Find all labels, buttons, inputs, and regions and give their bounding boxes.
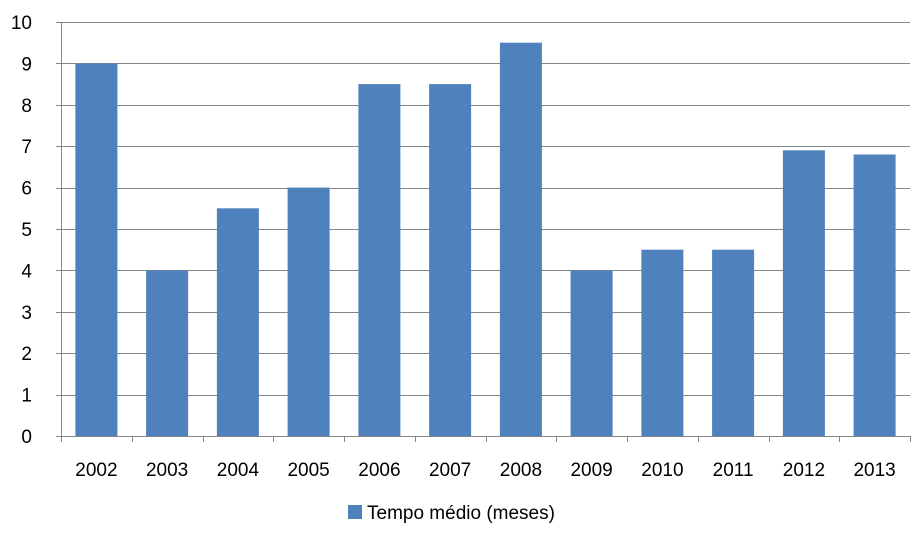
x-tick-label: 2010 xyxy=(641,460,683,481)
bar xyxy=(641,249,684,436)
x-tick-label: 2005 xyxy=(287,460,329,481)
y-tick-label: 6 xyxy=(21,179,32,200)
y-tick-label: 9 xyxy=(21,54,32,75)
legend-swatch xyxy=(348,505,362,519)
y-tick-label: 1 xyxy=(21,386,32,407)
bar xyxy=(782,150,825,437)
bars xyxy=(75,42,896,437)
x-tick-label: 2008 xyxy=(500,460,542,481)
y-tick-label: 4 xyxy=(21,261,32,282)
bar xyxy=(429,84,472,436)
y-tick-label: 0 xyxy=(21,427,32,448)
bar xyxy=(712,249,755,436)
x-axis-tick-labels: 2002 2003 2004 2005 2006 2007 2008 2009 2010 2011… xyxy=(75,460,895,481)
bar xyxy=(146,270,189,436)
y-tick-label: 5 xyxy=(21,220,32,241)
x-tick-label: 2013 xyxy=(853,460,895,481)
x-tick-label: 2012 xyxy=(783,460,825,481)
axes xyxy=(56,22,911,442)
y-tick-label: 8 xyxy=(21,96,32,117)
bar xyxy=(570,270,613,436)
bar xyxy=(287,187,330,436)
bar xyxy=(75,63,118,437)
legend: Tempo médio (meses) xyxy=(348,503,555,524)
x-tick-label: 2006 xyxy=(358,460,400,481)
bar xyxy=(499,42,542,436)
x-tick-label: 2011 xyxy=(713,460,754,481)
gridlines xyxy=(61,22,910,396)
y-tick-label: 3 xyxy=(21,303,32,324)
bar xyxy=(853,154,896,436)
y-axis-tick-labels: 0 1 2 3 4 5 6 7 8 9 10 xyxy=(11,13,33,448)
x-tick-label: 2009 xyxy=(570,460,612,481)
y-tick-label: 10 xyxy=(11,13,32,34)
bar xyxy=(216,208,259,436)
x-tick-label: 2003 xyxy=(146,460,188,481)
x-tick-label: 2002 xyxy=(75,460,117,481)
bar xyxy=(358,84,401,436)
x-tick-label: 2007 xyxy=(429,460,471,481)
y-tick-label: 7 xyxy=(21,137,32,158)
x-tick-label: 2004 xyxy=(217,460,260,481)
legend-label: Tempo médio (meses) xyxy=(367,503,555,524)
y-tick-label: 2 xyxy=(21,344,32,365)
